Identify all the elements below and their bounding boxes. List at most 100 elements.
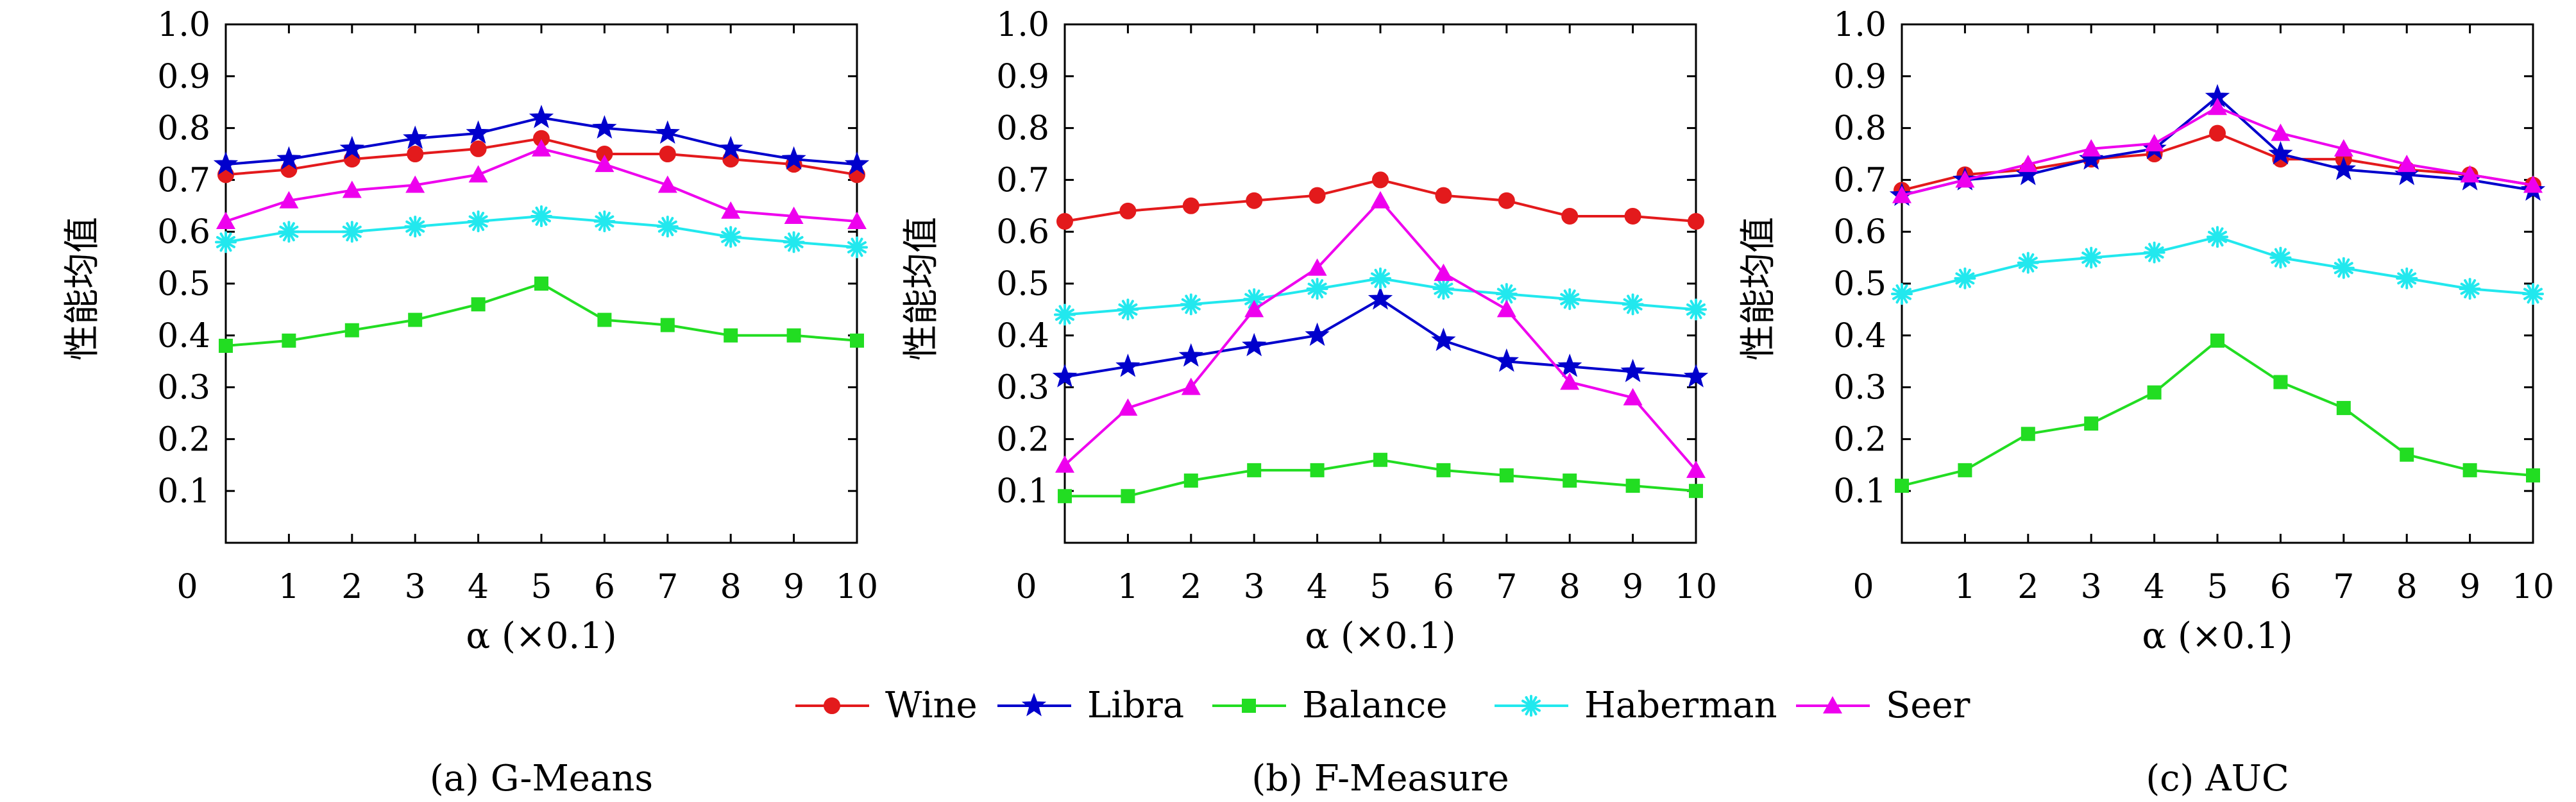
y-tick-label: 0.7 [157, 161, 210, 200]
data-point-balance [1563, 474, 1577, 488]
data-point-balance [1247, 463, 1262, 477]
x-tick-label: 0 [1015, 568, 1037, 606]
data-point-haberman [2269, 246, 2292, 269]
y-tick-label: 0.5 [1833, 265, 1886, 303]
y-tick-label: 0.3 [157, 369, 210, 407]
data-point-seer [2397, 155, 2417, 173]
y-tick-label: 0.9 [157, 58, 210, 96]
y-tick-label: 0.3 [1833, 369, 1886, 407]
y-tick-label: 0.4 [157, 317, 210, 355]
data-point-haberman [720, 226, 742, 248]
data-point-balance [1058, 489, 1072, 504]
data-point-libra [781, 146, 806, 170]
data-point-libra [529, 105, 554, 128]
y-tick-label: 0.3 [996, 369, 1049, 407]
data-point-balance [2462, 463, 2477, 477]
data-point-seer [2081, 139, 2101, 157]
panel-caption: (a) G-Means [430, 758, 653, 799]
panel-caption: (c) AUC [2146, 758, 2289, 799]
chart-panel-2: 0.1 0.2 0.3 0.4 0.5 0.6 0.7 0.8 0.9 1.0 0 1 2 3 4 5 6 7 8 9… [901, 6, 1717, 799]
data-point-balance [344, 323, 359, 337]
series-seer [1892, 98, 2543, 203]
x-axis-label: α (×0.1) [2142, 615, 2292, 657]
data-point-balance [1310, 463, 1325, 477]
data-point-haberman [2143, 241, 2165, 264]
data-point-libra [592, 115, 617, 139]
data-point-haberman [1180, 293, 1202, 316]
data-point-balance [219, 338, 233, 353]
data-point-wine [1561, 207, 1579, 225]
data-point-libra [844, 151, 870, 175]
data-point-balance [2084, 416, 2099, 431]
series-line-seer [1063, 199, 1697, 472]
legend-item-libra: Libra [997, 685, 1184, 726]
data-point-balance [2147, 385, 2162, 400]
y-tick-label: 0.2 [157, 420, 210, 459]
data-point-seer [342, 180, 362, 198]
data-point-wine [1056, 213, 1073, 230]
x-tick-label: 1 [1117, 568, 1139, 606]
x-tick-label: 10 [836, 568, 878, 606]
data-point-wine [470, 140, 487, 157]
x-tick-label: 4 [2144, 568, 2165, 606]
y-tick-label: 0.8 [157, 110, 210, 148]
x-tick-label: 6 [1433, 568, 1454, 606]
data-point-seer [2208, 98, 2227, 115]
data-point-balance [2526, 468, 2540, 482]
x-tick-label: 9 [1622, 568, 1643, 606]
legend-marker-balance [1242, 699, 1256, 713]
data-point-balance [660, 318, 675, 332]
data-point-wine [1688, 213, 1704, 230]
legend-item-wine: Wine [795, 685, 978, 726]
x-tick-label: 8 [720, 568, 741, 606]
series-balance [1895, 333, 2540, 493]
series-wine [1056, 171, 1704, 230]
data-point-haberman [467, 210, 489, 233]
data-point-balance [1499, 468, 1514, 482]
data-point-seer [1181, 377, 1201, 395]
data-point-libra [1431, 327, 1456, 352]
data-point-haberman [404, 216, 427, 238]
x-tick-label: 5 [1369, 568, 1391, 606]
data-point-balance [1958, 463, 1972, 477]
data-point-libra [718, 135, 743, 160]
x-tick-label: 7 [657, 568, 678, 606]
y-tick-label: 0.7 [1833, 161, 1886, 200]
y-tick-label: 0.2 [996, 420, 1049, 459]
x-tick-label: 9 [2459, 568, 2480, 606]
y-tick-label: 0.9 [996, 58, 1049, 96]
x-tick-label: 8 [2396, 568, 2418, 606]
series-balance [1058, 452, 1703, 504]
data-point-balance [1183, 474, 1198, 488]
data-point-seer [657, 175, 677, 193]
data-point-wine [1498, 192, 1515, 209]
data-point-balance [1121, 489, 1135, 504]
data-point-seer [405, 175, 425, 193]
data-point-wine [2209, 124, 2226, 142]
data-point-seer [2460, 165, 2480, 183]
data-point-libra [2268, 141, 2293, 165]
legend-label: Libra [1087, 685, 1184, 726]
data-point-haberman [215, 231, 237, 253]
data-point-seer [1955, 170, 1975, 188]
data-point-seer [595, 155, 614, 173]
data-point-libra [403, 125, 428, 149]
x-tick-label: 2 [341, 568, 362, 606]
y-tick-label: 0.8 [996, 110, 1049, 148]
data-point-seer [468, 165, 488, 183]
panel-caption: (b) F-Measure [1251, 758, 1509, 799]
x-tick-label: 2 [1180, 568, 1201, 606]
series-line-libra [1064, 298, 1697, 379]
data-point-seer [1371, 191, 1390, 209]
data-point-libra [1305, 322, 1330, 346]
data-point-libra [655, 120, 680, 144]
data-point-haberman [530, 205, 552, 227]
data-point-balance [1436, 463, 1451, 477]
x-tick-label: 3 [1244, 568, 1265, 606]
y-tick-label: 0.6 [1833, 213, 1886, 252]
x-tick-label: 3 [405, 568, 426, 606]
data-point-balance [408, 312, 423, 327]
data-point-balance [1625, 479, 1640, 493]
legend-label: Haberman [1584, 685, 1777, 726]
data-point-seer [784, 206, 804, 224]
